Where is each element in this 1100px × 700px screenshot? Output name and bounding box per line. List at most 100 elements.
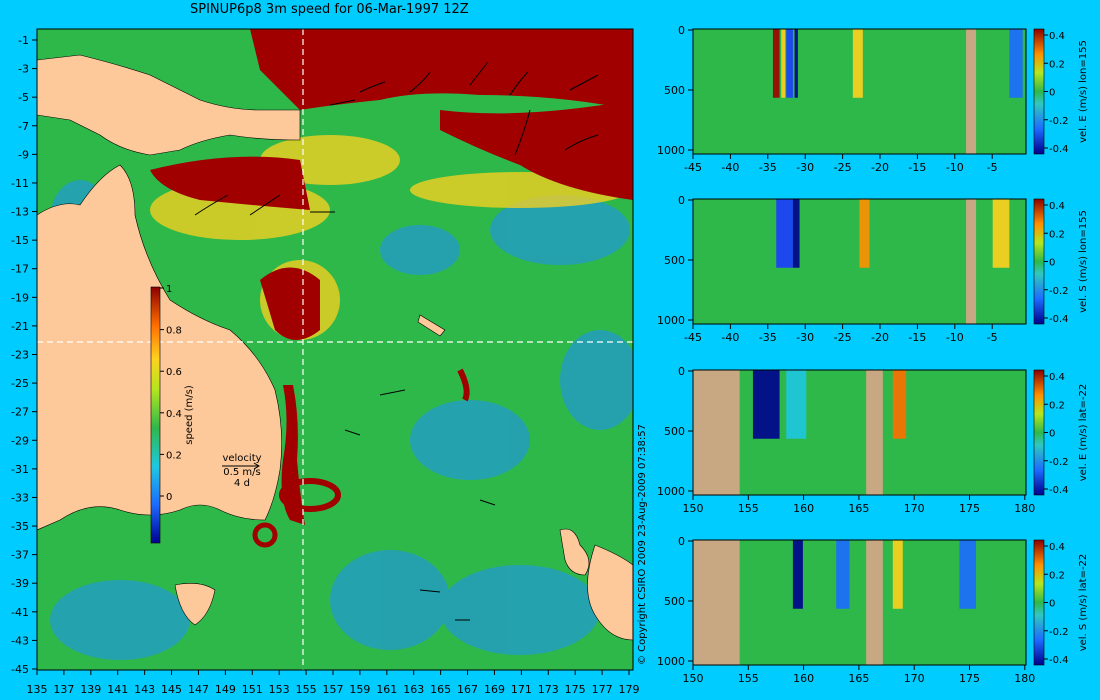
panel-feature (776, 199, 793, 268)
panel-colorbar-tick-label: 0 (1049, 88, 1055, 99)
lon-tick-label: 167 (457, 683, 478, 696)
panel-frame (692, 369, 1027, 496)
panel-y-tick-label: 500 (664, 595, 685, 608)
section-panel-2: 0 500 1000 -45 -40 -35 -30 -25 -20 -15 -10 -5 0.4 0.2… (657, 194, 1089, 344)
lon-tick-label: 153 (269, 683, 290, 696)
panel-feature (836, 540, 850, 609)
panel-feature (859, 199, 870, 268)
panel-y-tick-label: 500 (664, 254, 685, 267)
panel-x-tick-label: -15 (908, 161, 926, 174)
lat-tick-label: -37 (11, 549, 29, 562)
panel-x-tick-label: 165 (848, 672, 869, 685)
speed-colorbar-tick-label: 1 (166, 284, 172, 295)
speed-colorbar-ticks: 1 0.8 0.6 0.4 0.2 0 (160, 284, 182, 503)
lat-tick-label: -19 (11, 291, 29, 304)
lat-tick-label: -29 (11, 434, 29, 447)
panel-frame (692, 198, 1027, 325)
new-caledonia-land (417, 314, 446, 337)
lon-tick-label: 161 (376, 683, 397, 696)
panel-colorbar-tick-label: 0.4 (1049, 201, 1065, 212)
lat-tick-label: -33 (11, 491, 29, 504)
panel-x-tick-label: -5 (987, 331, 998, 344)
panel-frame (692, 28, 1027, 155)
lat-tick-label: -27 (11, 406, 29, 419)
panel-colorbar-tick-label: -0.2 (1049, 457, 1069, 468)
panel-y-tick-label: 500 (664, 84, 685, 97)
panel-x-tick-label: 150 (683, 672, 704, 685)
lon-tick-label: 135 (27, 683, 48, 696)
panel-x-tick-label: 150 (683, 502, 704, 515)
panel-y-tick-label: 0 (678, 365, 685, 378)
panel-x-tick-label: -40 (721, 331, 739, 344)
panel-feature (852, 29, 863, 98)
lat-tick-label: -25 (11, 377, 29, 390)
lon-tick-label: 169 (484, 683, 505, 696)
lon-tick-label: 147 (188, 683, 209, 696)
velocity-arrows (194, 61, 599, 621)
panel-colorbar-tick-label: 0 (1049, 258, 1055, 269)
lat-tick-label: -21 (11, 320, 29, 333)
lon-tick-label: 165 (430, 683, 451, 696)
lon-tick-label: 143 (134, 683, 155, 696)
panel-y-tick-label: 1000 (657, 144, 685, 157)
speed-map (37, 29, 633, 670)
lon-tick-label: 155 (296, 683, 317, 696)
panel-x-tick-label: 175 (959, 502, 980, 515)
panel-x-tick-label: 180 (1014, 502, 1035, 515)
panel-x-tick-label: -35 (759, 331, 777, 344)
panel-colorbar-tick-label: 0.2 (1049, 229, 1065, 240)
panel-x-tick-label: -15 (908, 331, 926, 344)
panel-colorbar-label: vel. S (m/s) lon=155 (1078, 210, 1089, 313)
lon-tick-label: 171 (511, 683, 532, 696)
velocity-key-arrowhead (253, 462, 260, 470)
panel-feature (786, 29, 793, 98)
panel-feature (772, 29, 780, 98)
panel-x-tick-label: -10 (946, 331, 964, 344)
lat-tick-label: -9 (18, 148, 29, 161)
lat-tick-label: -31 (11, 463, 29, 476)
map-axis-ticks: 135 137 139 141 143 145 147 149 151 153 155 157 159 1… (11, 34, 639, 696)
panel-y-tick-label: 0 (678, 535, 685, 548)
panel-feature (693, 540, 740, 665)
section-panel-3: 0 500 1000 150 155 160 165 170 175 180 0.4 0.2 0 -0.2… (657, 365, 1089, 515)
panel-colorbar-tick-label: -0.2 (1049, 627, 1069, 638)
panel-feature (959, 540, 977, 609)
panel-colorbar-tick-label: 0.4 (1049, 542, 1065, 553)
panel-colorbar-tick-label: 0.4 (1049, 372, 1065, 383)
panel-colorbar-tick-label: -0.2 (1049, 286, 1069, 297)
new-zealand-north-land (559, 528, 590, 576)
lon-tick-label: 141 (107, 683, 128, 696)
panel-feature (866, 540, 883, 665)
panel-colorbar-label: vel. E (m/s) lat=-22 (1078, 384, 1089, 482)
panel-x-tick-label: -45 (684, 161, 702, 174)
panel-feature (693, 370, 740, 495)
lon-tick-label: 137 (53, 683, 74, 696)
map-frame (36, 28, 634, 671)
panel-x-tick-label: 160 (793, 672, 814, 685)
velocity-key-speed: 0.5 m/s (223, 467, 260, 478)
panel-colorbar-tick-label: 0.4 (1049, 31, 1065, 42)
panel-y-tick-label: 0 (678, 24, 685, 37)
lat-tick-label: -39 (11, 577, 29, 590)
fast-current-regions (150, 29, 633, 548)
panel-colorbar-tick-label: 0.2 (1049, 400, 1065, 411)
panel-x-tick-label: 165 (848, 502, 869, 515)
section-panel-4: 0 500 1000 150 155 160 165 170 175 180 0.4 0.2 0 -0.2… (657, 535, 1089, 685)
lat-tick-label: -5 (18, 91, 29, 104)
panel-x-tick-label: 180 (1014, 672, 1035, 685)
panel-colorbar-tick-label: -0.4 (1049, 655, 1069, 666)
panel-feature (794, 29, 798, 98)
speed-colorbar-tick-label: 0 (166, 492, 172, 503)
lon-tick-label: 159 (349, 683, 370, 696)
panel-y-tick-label: 0 (678, 194, 685, 207)
lat-tick-label: -43 (11, 634, 29, 647)
lon-tick-label: 163 (403, 683, 424, 696)
panel-feature (866, 370, 883, 495)
lat-tick-label: -3 (18, 63, 29, 76)
section-panels: 0 500 1000 -45 -40 -35 -30 -25 -20 -15 -10 -5 0.4 0.2… (657, 24, 1089, 685)
panel-feature (752, 370, 780, 439)
panel-feature (792, 199, 800, 268)
panel-x-tick-label: -30 (796, 161, 814, 174)
lon-tick-label: 175 (565, 683, 586, 696)
